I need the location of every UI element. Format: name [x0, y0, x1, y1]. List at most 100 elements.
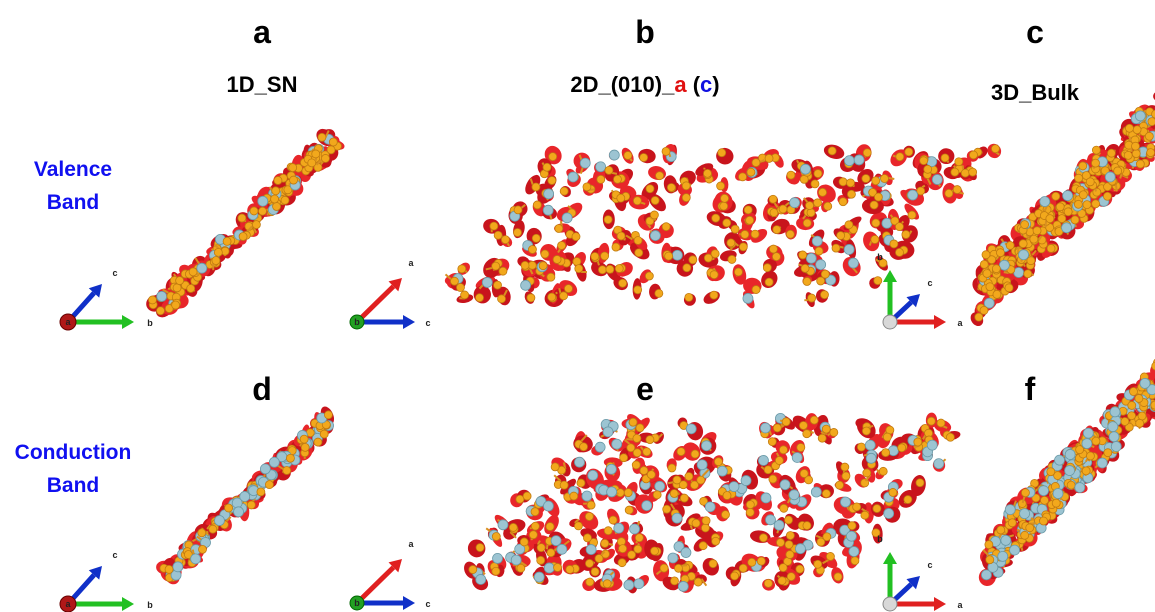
atom: [1128, 412, 1136, 420]
axis-label: a: [408, 258, 414, 268]
atom: [992, 265, 1000, 273]
atom: [746, 501, 754, 509]
atom: [945, 189, 953, 197]
atom: [1125, 124, 1133, 132]
title-part: a: [674, 72, 687, 97]
atom: [252, 221, 260, 229]
atom: [1058, 215, 1066, 223]
atom: [731, 225, 739, 233]
atom: [763, 264, 771, 272]
atom: [633, 449, 641, 457]
atom: [458, 265, 466, 273]
atom: [916, 479, 924, 487]
atom: [822, 425, 830, 433]
atom: [712, 214, 720, 222]
atom: [961, 169, 969, 177]
atom: [514, 206, 522, 214]
atom: [1097, 458, 1107, 468]
atom: [580, 443, 588, 451]
atom: [456, 284, 464, 292]
atom: [598, 266, 606, 274]
atom: [469, 566, 477, 574]
atom: [609, 150, 619, 160]
atom: [680, 494, 688, 502]
atom: [494, 281, 502, 289]
atom: [865, 440, 875, 450]
atom: [741, 476, 751, 486]
atom: [1151, 401, 1155, 409]
row-label: Band: [47, 191, 100, 214]
atom: [776, 539, 784, 547]
atom: [258, 207, 266, 215]
atom: [1047, 244, 1055, 252]
atom: [729, 482, 739, 492]
atom: [999, 260, 1009, 270]
atom: [173, 562, 183, 572]
atom: [289, 164, 297, 172]
atom: [575, 265, 583, 273]
atom: [633, 197, 641, 205]
axis-arrow: [357, 286, 393, 322]
atom: [214, 515, 224, 525]
atom: [634, 286, 642, 294]
atom: [1121, 417, 1129, 425]
atom: [534, 572, 544, 582]
atom: [560, 292, 568, 300]
atom: [1092, 200, 1100, 208]
atom: [165, 565, 173, 573]
atom: [1065, 466, 1075, 476]
atom: [863, 149, 871, 157]
axis-arrowhead: [934, 315, 946, 329]
atom: [866, 453, 876, 463]
isosurface: [714, 146, 735, 167]
atom: [846, 531, 856, 541]
atom: [817, 277, 825, 285]
atom: [821, 291, 829, 299]
atom: [1047, 468, 1055, 476]
atom: [272, 187, 280, 195]
atom: [634, 545, 642, 553]
axis-label: c: [112, 268, 117, 278]
atom: [492, 567, 500, 575]
atom: [840, 497, 850, 507]
atom: [527, 294, 535, 302]
bond: [922, 186, 925, 188]
atom: [290, 176, 298, 184]
atom: [1052, 499, 1060, 507]
atom: [521, 261, 529, 269]
atom: [697, 460, 707, 470]
atom: [847, 190, 855, 198]
atom: [1135, 111, 1145, 121]
atom: [811, 180, 819, 188]
atom: [588, 470, 598, 480]
atom: [606, 265, 614, 273]
atom: [250, 207, 258, 215]
bond: [612, 173, 617, 174]
title-part: 3D_Bulk: [991, 80, 1080, 105]
atom: [681, 548, 691, 558]
atom: [702, 517, 710, 525]
axis-label: c: [927, 560, 932, 570]
atom: [324, 411, 332, 419]
atom: [1086, 178, 1094, 186]
atom: [924, 165, 932, 173]
atom: [797, 443, 805, 451]
atom: [606, 464, 616, 474]
atom: [1053, 489, 1063, 499]
atom: [498, 295, 506, 303]
atom: [318, 133, 326, 141]
atom: [1114, 167, 1122, 175]
atom: [476, 544, 484, 552]
atom: [780, 480, 790, 490]
atom: [247, 501, 255, 509]
atom: [562, 213, 572, 223]
atom: [927, 440, 937, 450]
atom: [836, 481, 844, 489]
axis-label: a: [957, 600, 963, 610]
atom: [765, 515, 775, 525]
axis-label: c: [425, 599, 430, 609]
axis-arrowhead: [403, 596, 415, 610]
atom: [779, 446, 787, 454]
atom: [274, 176, 282, 184]
atom: [1020, 509, 1030, 519]
